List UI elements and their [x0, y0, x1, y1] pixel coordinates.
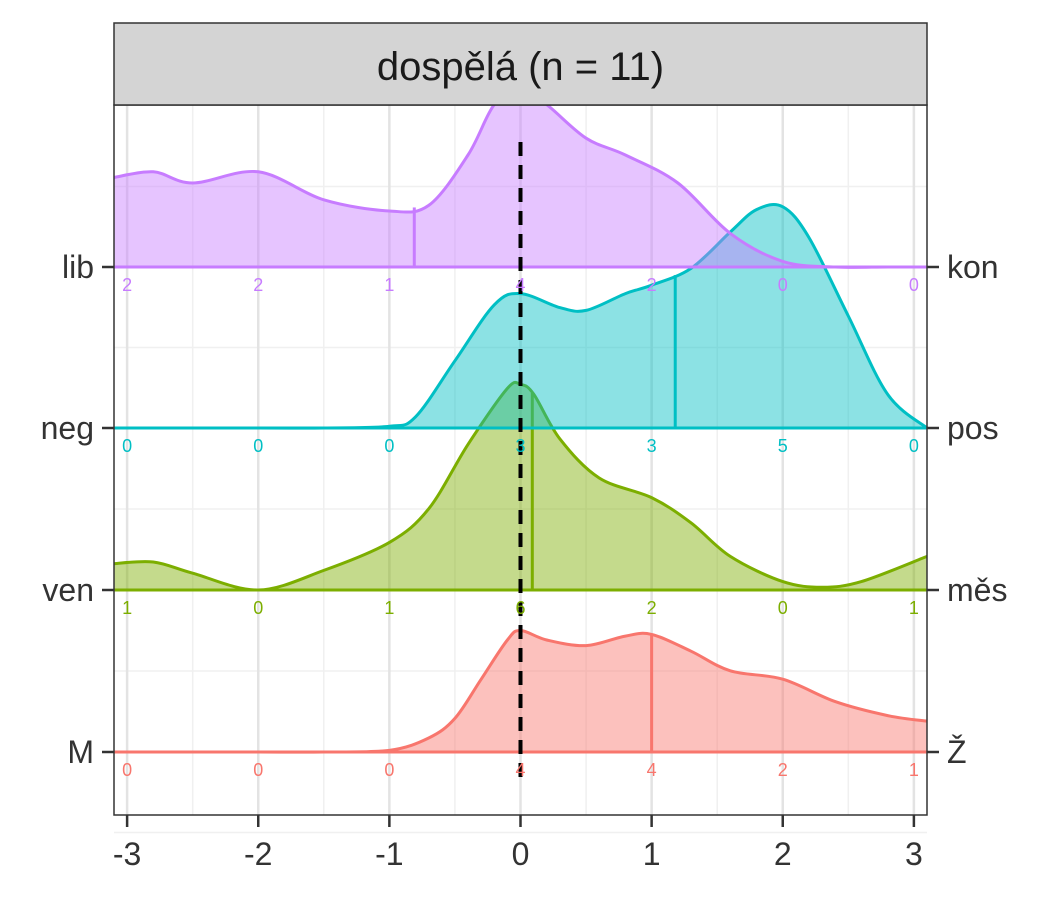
density-line [114, 628, 928, 754]
y-label-right: pos [947, 410, 999, 446]
count-labels: 0 0 0 4 4 2 1 1 0 1 6 2 0 1 0 0 0 3 3 5 0 2 2 1 4 2 0 0 [122, 275, 919, 780]
count-label: 0 [909, 436, 919, 456]
x-tick-label: -3 [113, 836, 141, 872]
count-label: 0 [384, 436, 394, 456]
count-label: 1 [909, 598, 919, 618]
count-label: 2 [647, 275, 657, 295]
count-label: 0 [122, 760, 132, 780]
count-label: 4 [515, 275, 525, 295]
count-label: 3 [515, 436, 525, 456]
density-area [114, 382, 927, 591]
density-line [113, 380, 928, 592]
x-tick-label: -2 [244, 836, 272, 872]
count-label: 5 [778, 436, 788, 456]
x-tick-label: 1 [643, 836, 661, 872]
count-label: 0 [253, 760, 263, 780]
x-tick-label: -1 [375, 836, 403, 872]
count-label: 1 [384, 598, 394, 618]
y-label-left: neg [41, 410, 94, 446]
count-label: 0 [253, 436, 263, 456]
count-label: 3 [647, 436, 657, 456]
count-label: 2 [778, 760, 788, 780]
count-label: 0 [909, 275, 919, 295]
y-label-right: měs [947, 572, 1007, 608]
count-label: 4 [515, 760, 525, 780]
count-label: 2 [647, 598, 657, 618]
y-label-left: ven [42, 572, 94, 608]
y-label-right: Ž [947, 734, 967, 770]
count-label: 4 [647, 760, 657, 780]
density-line [114, 203, 928, 430]
count-label: 0 [253, 598, 263, 618]
y-label-left: M [67, 734, 94, 770]
count-label: 2 [122, 275, 132, 295]
count-label: 6 [515, 598, 525, 618]
x-tick-label: 2 [774, 836, 792, 872]
density-area [114, 630, 927, 753]
count-label: 0 [122, 436, 132, 456]
count-label: 0 [778, 598, 788, 618]
x-tick-label: 3 [905, 836, 923, 872]
count-label: 0 [778, 275, 788, 295]
count-label: 0 [384, 760, 394, 780]
count-label: 2 [253, 275, 263, 295]
x-tick-label: 0 [512, 836, 530, 872]
facet-strip-background [113, 22, 928, 106]
y-label-right: kon [947, 249, 999, 285]
count-label: 1 [122, 598, 132, 618]
y-label-left: lib [62, 249, 94, 285]
count-label: 1 [384, 275, 394, 295]
x-axis: -3 -2 -1 0 1 2 3 [113, 815, 923, 872]
facet-strip-title: dospělá (n = 11) [377, 45, 664, 89]
facet-strip: dospělá (n = 11) [113, 22, 928, 106]
count-label: 1 [909, 760, 919, 780]
